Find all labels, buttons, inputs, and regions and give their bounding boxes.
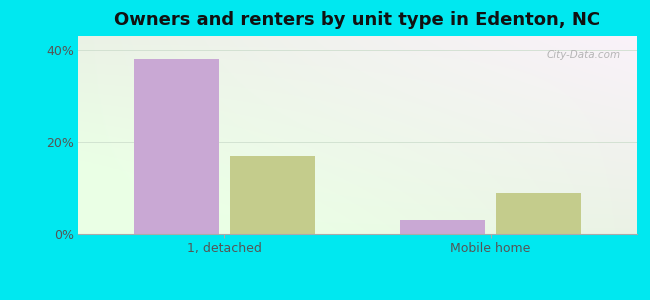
Bar	[400, 220, 486, 234]
Text: City-Data.com: City-Data.com	[546, 50, 620, 60]
Bar	[496, 193, 581, 234]
Bar	[229, 156, 315, 234]
Bar	[134, 59, 219, 234]
Title: Owners and renters by unit type in Edenton, NC: Owners and renters by unit type in Edent…	[114, 11, 601, 29]
